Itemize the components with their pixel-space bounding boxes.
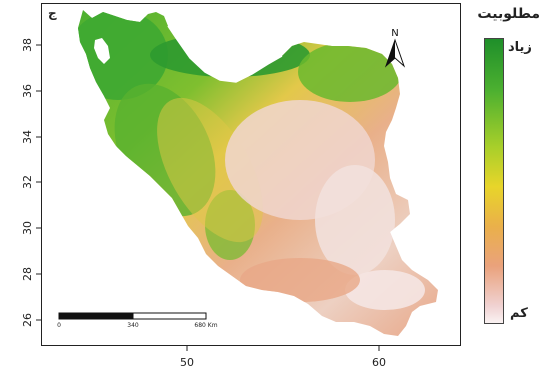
scale-bar-label: 680 Km xyxy=(194,322,217,329)
caspian-coastline xyxy=(167,25,283,83)
scale-bar-label: 0 xyxy=(57,322,61,329)
zone-northeast-high xyxy=(298,42,402,102)
y-tick-label: 32 xyxy=(21,175,34,189)
scale-bar-label: 340 xyxy=(127,322,139,329)
zone-caspian-high xyxy=(150,33,310,77)
y-axis: 38 36 34 32 30 28 26 xyxy=(21,38,41,327)
legend-title: مطلوبیت xyxy=(477,6,540,22)
zone-lut-desert-low xyxy=(315,165,395,275)
legend-high-label: زیاد xyxy=(508,40,532,55)
x-tick-label: 50 xyxy=(180,356,194,369)
zone-southeast-low xyxy=(345,270,425,310)
iran-suitability-map xyxy=(78,10,438,336)
y-tick-label: 34 xyxy=(21,130,34,144)
legend-low-label: کم xyxy=(510,306,528,321)
north-arrow-label: N xyxy=(391,28,398,39)
x-tick-label: 60 xyxy=(372,356,386,369)
y-tick-label: 26 xyxy=(21,313,34,327)
y-tick-label: 28 xyxy=(21,267,34,281)
y-tick-label: 30 xyxy=(21,221,34,235)
lake-urmia xyxy=(94,38,110,64)
legend-color-bar xyxy=(484,38,504,324)
scale-bar: 0 340 680 Km xyxy=(57,312,218,329)
y-tick-label: 38 xyxy=(21,38,34,52)
panel-letter: ج xyxy=(48,6,57,20)
y-tick-label: 36 xyxy=(21,84,34,98)
x-axis: 50 60 xyxy=(180,346,386,369)
north-arrow: N xyxy=(384,28,406,68)
zone-south-coast-low xyxy=(240,258,360,302)
zone-transition-medium xyxy=(157,97,263,243)
